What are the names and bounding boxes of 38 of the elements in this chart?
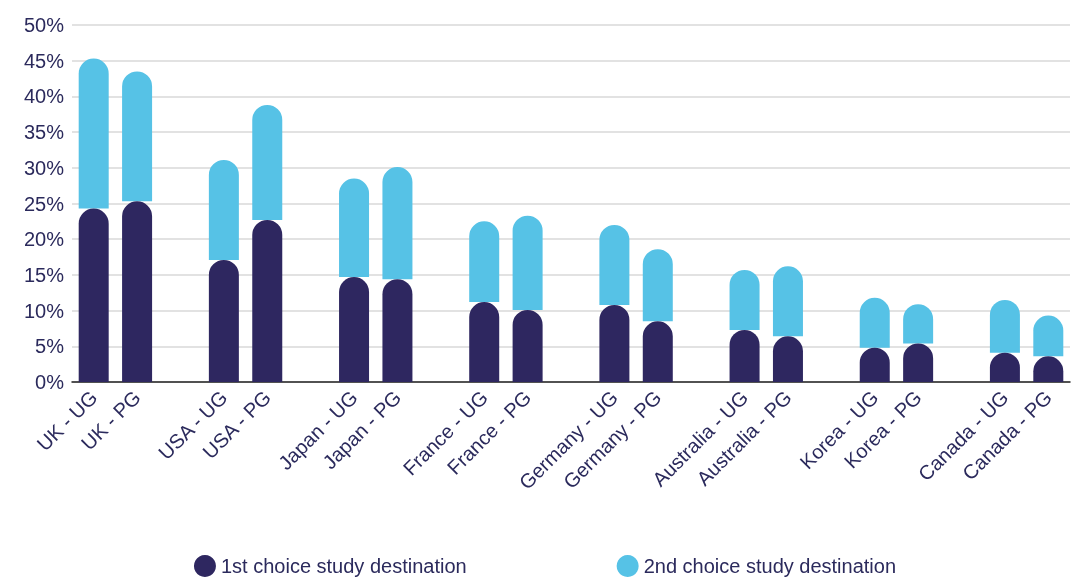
bar (252, 104, 283, 220)
bar (469, 302, 500, 382)
bar (599, 304, 630, 382)
bar (208, 259, 239, 382)
bar (382, 279, 413, 382)
legend-label: 1st choice study destination (220, 555, 467, 577)
bar (512, 215, 543, 310)
y-tick-label: 40% (23, 85, 65, 108)
bar (859, 297, 890, 348)
y-tick-label: 45% (23, 49, 65, 72)
bar (729, 269, 760, 330)
bar (208, 159, 239, 260)
y-tick-label: 30% (23, 156, 65, 179)
y-tick-label: 5% (35, 335, 65, 358)
bar (78, 58, 109, 209)
y-tick-label: 0% (35, 371, 65, 393)
bar (78, 208, 109, 382)
y-tick-label: 10% (23, 299, 65, 322)
bar (469, 221, 500, 303)
bar (729, 329, 760, 382)
bar (339, 277, 370, 382)
legend-label: 2nd choice study destination (643, 555, 897, 577)
y-tick-label: 35% (23, 121, 65, 144)
bar (642, 321, 673, 382)
y-tick-label: 20% (23, 228, 65, 251)
bar (989, 299, 1020, 353)
bar (599, 224, 630, 305)
bar (122, 201, 153, 382)
bar (642, 249, 673, 322)
bar (122, 71, 153, 202)
y-tick-label: 25% (23, 192, 65, 215)
bar (252, 219, 283, 382)
y-tick-label: 15% (23, 263, 65, 286)
bar (382, 167, 413, 280)
bar (512, 309, 543, 382)
bar (772, 266, 803, 337)
bar (339, 178, 370, 278)
y-tick-label: 50% (23, 14, 65, 36)
